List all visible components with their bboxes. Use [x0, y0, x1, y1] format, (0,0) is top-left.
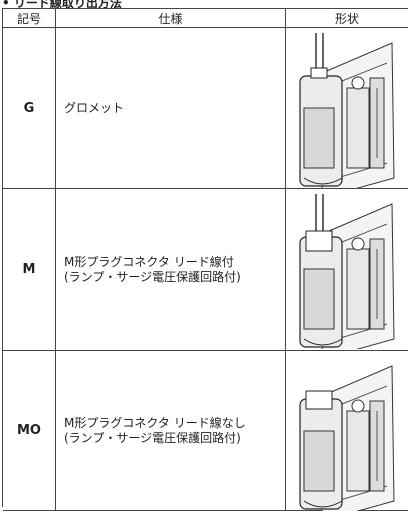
shape-cell: [286, 28, 408, 189]
code-cell: M: [3, 189, 56, 351]
header-text: 記号: [16, 11, 41, 26]
valve-illustration: [299, 365, 395, 511]
spec-cell: グロメット: [56, 28, 286, 189]
section-title: • リード線取り出方法: [2, 0, 122, 11]
code-cell: MO: [3, 351, 56, 511]
header-text: 仕様: [158, 11, 183, 26]
valve-illustration: [299, 33, 395, 188]
spec-lines: M形プラグコネクタ リード線なし (ランプ・サージ電圧保護回路付): [64, 416, 246, 446]
code-text: G: [23, 100, 35, 116]
spec-line: (ランプ・サージ電圧保護回路付): [64, 269, 241, 284]
code-text: MO: [17, 423, 41, 438]
title-text: リード線取り出方法: [13, 0, 122, 10]
spec-line: M形プラグコネクタ リード線付: [64, 254, 234, 269]
spec-line: グロメット: [64, 100, 125, 115]
table-top-border: [2, 8, 408, 9]
spec-lines: M形プラグコネクタ リード線付 (ランプ・サージ電圧保護回路付): [64, 255, 241, 285]
code-cell: G: [3, 28, 56, 189]
spec-cell: M形プラグコネクタ リード線付 (ランプ・サージ電圧保護回路付): [56, 189, 286, 351]
header-cell: 記号: [3, 9, 56, 28]
spec-lines: グロメット: [64, 101, 124, 116]
table-left-border: [2, 8, 3, 507]
spec-line: (ランプ・サージ電圧保護回路付): [64, 430, 241, 445]
bullet: •: [2, 0, 14, 10]
header-text: 形状: [334, 11, 359, 26]
spec-cell: M形プラグコネクタ リード線なし (ランプ・サージ電圧保護回路付): [56, 351, 286, 511]
valve-illustration: [299, 194, 395, 349]
header-cell: 形状: [286, 9, 408, 28]
code-text: M: [22, 262, 36, 277]
header-cell: 仕様: [56, 9, 286, 28]
spec-line: M形プラグコネクタ リード線なし: [64, 415, 246, 430]
shape-cell: [286, 189, 408, 351]
